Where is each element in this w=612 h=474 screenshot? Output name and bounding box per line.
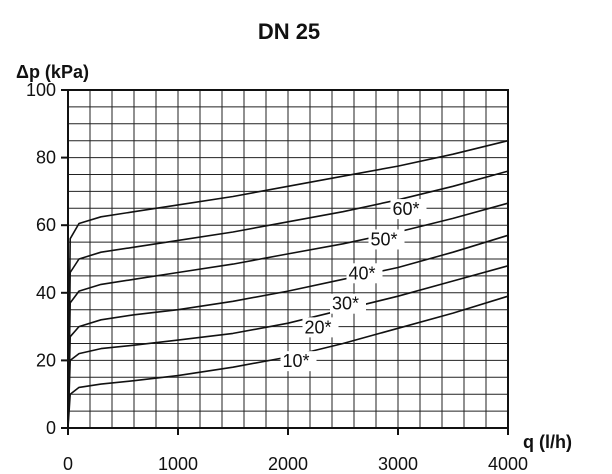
x-axis-label: q (l/h)	[523, 432, 572, 452]
curve-label: 20*	[305, 317, 332, 337]
x-tick-label: 3000	[378, 454, 418, 474]
curve-label-background	[346, 263, 383, 284]
curve-label-background	[302, 317, 339, 338]
curve-label: 60*	[393, 199, 420, 219]
x-tick-label: 0	[63, 454, 73, 474]
curve-label-background	[390, 199, 427, 220]
curve-label-background	[330, 293, 366, 314]
x-tick-label: 2000	[268, 454, 308, 474]
curve-30	[67, 234, 509, 429]
x-tick-label: 4000	[488, 454, 528, 474]
y-tick-label: 100	[26, 80, 56, 100]
curve-label: 10*	[283, 351, 310, 371]
curves	[67, 139, 509, 429]
curve-50	[67, 170, 509, 429]
y-axis-label: Δp (kPa)	[16, 62, 89, 82]
y-tick-label: 40	[36, 283, 56, 303]
curve-labels: 10* 20*30* 40* 50* 60*	[280, 199, 427, 372]
curve-20	[67, 265, 509, 429]
curve-label-background	[280, 351, 317, 372]
curve-label: 40*	[349, 263, 376, 283]
y-tick-label: 20	[36, 350, 56, 370]
x-tick-label: 1000	[158, 454, 198, 474]
curve-60	[67, 139, 509, 429]
y-tick-label: 80	[36, 148, 56, 168]
curve-label: 50*	[371, 229, 398, 249]
y-tick-label: 60	[36, 215, 56, 235]
curve-10	[67, 295, 509, 429]
y-tick-label: 0	[46, 418, 56, 438]
chart-title: DN 25	[258, 19, 320, 44]
grid	[68, 90, 508, 428]
curve-label: 30*	[332, 294, 359, 314]
curve-label-background	[368, 229, 405, 250]
curve-40	[67, 202, 509, 429]
